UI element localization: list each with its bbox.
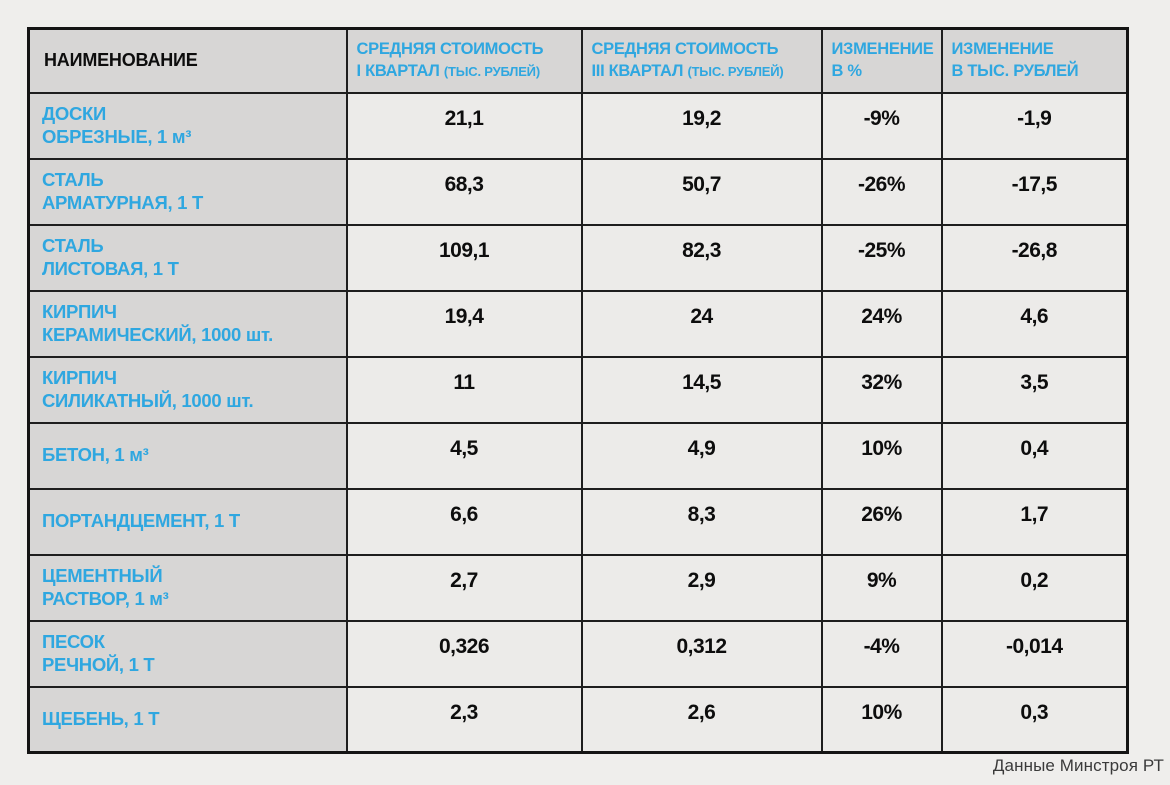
table-row: СТАЛЬ АРМАТУРНАЯ, 1 Т 68,3 50,7 -26% -17… <box>27 157 1129 226</box>
col-header-q1-unit: (ТЫС. РУБЛЕЙ) <box>443 63 540 79</box>
material-name-line1: ПЕСОК <box>42 631 105 653</box>
material-name-cell: СТАЛЬ ЛИСТОВАЯ, 1 Т <box>27 223 348 292</box>
change-pct-cell: 9% <box>820 553 943 622</box>
table-row: ЦЕМЕНТНЫЙ РАСТВОР, 1 м³ 2,7 2,9 9% 0,2 <box>27 553 1129 622</box>
change-pct-cell: -26% <box>820 157 943 226</box>
material-name-cell: ДОСКИ ОБРЕЗНЫЕ, 1 м³ <box>27 91 348 160</box>
material-name-cell: ЩЕБЕНЬ, 1 Т <box>27 685 348 754</box>
material-name-line1: КИРПИЧ <box>42 301 117 323</box>
q1-value-cell: 68,3 <box>345 157 583 226</box>
col-header-change-pct: ИЗМЕНЕНИЕ В % <box>820 27 943 94</box>
material-name-line2: РАСТВОР, 1 м³ <box>42 587 169 609</box>
col-header-name: НАИМЕНОВАНИЕ <box>27 27 348 94</box>
change-abs-cell: 0,3 <box>940 685 1129 754</box>
q3-value-cell: 82,3 <box>580 223 823 292</box>
col-header-q1-line1: СРЕДНЯЯ СТОИМОСТЬ <box>356 40 544 59</box>
material-name-line2: КЕРАМИЧЕСКИЙ, 1000 шт. <box>42 323 273 345</box>
q1-value-cell: 21,1 <box>345 91 583 160</box>
col-header-change-pct-line2: В % <box>831 61 863 80</box>
change-pct-cell: -4% <box>820 619 943 688</box>
change-abs-cell: -17,5 <box>940 157 1129 226</box>
change-abs-cell: 0,2 <box>940 553 1129 622</box>
q1-value-cell: 4,5 <box>345 421 583 490</box>
change-abs-cell: 3,5 <box>940 355 1129 424</box>
col-header-q3-line1: СРЕДНЯЯ СТОИМОСТЬ <box>591 40 779 59</box>
table-row: ДОСКИ ОБРЕЗНЫЕ, 1 м³ 21,1 19,2 -9% -1,9 <box>27 91 1129 160</box>
q1-value-cell: 6,6 <box>345 487 583 556</box>
change-abs-cell: 4,6 <box>940 289 1129 358</box>
q3-value-cell: 4,9 <box>580 421 823 490</box>
table-row: КИРПИЧ КЕРАМИЧЕСКИЙ, 1000 шт. 19,4 24 24… <box>27 289 1129 358</box>
col-header-q3: СРЕДНЯЯ СТОИМОСТЬ III КВАРТАЛ (ТЫС. РУБЛ… <box>580 27 823 94</box>
material-name-line1: СТАЛЬ <box>42 235 104 257</box>
change-abs-cell: 1,7 <box>940 487 1129 556</box>
header-row: НАИМЕНОВАНИЕ СРЕДНЯЯ СТОИМОСТЬ I КВАРТАЛ… <box>27 27 1129 94</box>
change-pct-cell: 10% <box>820 421 943 490</box>
material-name-line1: СТАЛЬ <box>42 169 104 191</box>
material-name-line2: АРМАТУРНАЯ, 1 Т <box>42 191 203 213</box>
table-header: НАИМЕНОВАНИЕ СРЕДНЯЯ СТОИМОСТЬ I КВАРТАЛ… <box>27 27 1129 94</box>
material-name-cell: ПОРТАНДЦЕМЕНТ, 1 Т <box>27 487 348 556</box>
change-abs-cell: -26,8 <box>940 223 1129 292</box>
col-header-q3-unit: (ТЫС. РУБЛЕЙ) <box>687 63 784 79</box>
material-name-cell: ПЕСОК РЕЧНОЙ, 1 Т <box>27 619 348 688</box>
change-pct-cell: 26% <box>820 487 943 556</box>
price-table: НАИМЕНОВАНИЕ СРЕДНЯЯ СТОИМОСТЬ I КВАРТАЛ… <box>27 27 1129 754</box>
table-body: ДОСКИ ОБРЕЗНЫЕ, 1 м³ 21,1 19,2 -9% -1,9 … <box>27 91 1129 754</box>
table-row: БЕТОН, 1 м³ 4,5 4,9 10% 0,4 <box>27 421 1129 490</box>
material-name-line1: БЕТОН, 1 м³ <box>42 444 149 466</box>
material-name-line1: ЦЕМЕНТНЫЙ <box>42 565 163 587</box>
material-name-line2: ОБРЕЗНЫЕ, 1 м³ <box>42 125 192 147</box>
material-name-line1: ЩЕБЕНЬ, 1 Т <box>42 708 160 730</box>
material-name-cell: ЦЕМЕНТНЫЙ РАСТВОР, 1 м³ <box>27 553 348 622</box>
material-name-cell: СТАЛЬ АРМАТУРНАЯ, 1 Т <box>27 157 348 226</box>
table-row: КИРПИЧ СИЛИКАТНЫЙ, 1000 шт. 11 14,5 32% … <box>27 355 1129 424</box>
q3-value-cell: 14,5 <box>580 355 823 424</box>
q3-value-cell: 19,2 <box>580 91 823 160</box>
change-abs-cell: -1,9 <box>940 91 1129 160</box>
price-table-wrapper: НАИМЕНОВАНИЕ СРЕДНЯЯ СТОИМОСТЬ I КВАРТАЛ… <box>27 27 1129 754</box>
change-pct-cell: 10% <box>820 685 943 754</box>
col-header-change-pct-line1: ИЗМЕНЕНИЕ <box>831 40 934 59</box>
q1-value-cell: 2,7 <box>345 553 583 622</box>
q3-value-cell: 0,312 <box>580 619 823 688</box>
change-pct-cell: -9% <box>820 91 943 160</box>
q1-value-cell: 0,326 <box>345 619 583 688</box>
q3-value-cell: 24 <box>580 289 823 358</box>
table-row: ПОРТАНДЦЕМЕНТ, 1 Т 6,6 8,3 26% 1,7 <box>27 487 1129 556</box>
change-pct-cell: -25% <box>820 223 943 292</box>
col-header-q3-line2: III КВАРТАЛ (ТЫС. РУБЛЕЙ) <box>591 61 784 80</box>
material-name-line2: РЕЧНОЙ, 1 Т <box>42 653 155 675</box>
change-abs-cell: 0,4 <box>940 421 1129 490</box>
table-row: ЩЕБЕНЬ, 1 Т 2,3 2,6 10% 0,3 <box>27 685 1129 754</box>
table-row: ПЕСОК РЕЧНОЙ, 1 Т 0,326 0,312 -4% -0,014 <box>27 619 1129 688</box>
col-header-q1: СРЕДНЯЯ СТОИМОСТЬ I КВАРТАЛ (ТЫС. РУБЛЕЙ… <box>345 27 583 94</box>
material-name-line2: СИЛИКАТНЫЙ, 1000 шт. <box>42 389 254 411</box>
col-header-q1-line2: I КВАРТАЛ (ТЫС. РУБЛЕЙ) <box>356 61 541 80</box>
col-header-change-abs-line2: В ТЫС. РУБЛЕЙ <box>951 61 1079 80</box>
change-pct-cell: 24% <box>820 289 943 358</box>
q3-value-cell: 50,7 <box>580 157 823 226</box>
table-row: СТАЛЬ ЛИСТОВАЯ, 1 Т 109,1 82,3 -25% -26,… <box>27 223 1129 292</box>
material-name-line1: ДОСКИ <box>42 103 107 125</box>
material-name-cell: БЕТОН, 1 м³ <box>27 421 348 490</box>
q3-value-cell: 8,3 <box>580 487 823 556</box>
change-pct-cell: 32% <box>820 355 943 424</box>
material-name-line1: КИРПИЧ <box>42 367 117 389</box>
material-name-cell: КИРПИЧ КЕРАМИЧЕСКИЙ, 1000 шт. <box>27 289 348 358</box>
q1-value-cell: 19,4 <box>345 289 583 358</box>
material-name-cell: КИРПИЧ СИЛИКАТНЫЙ, 1000 шт. <box>27 355 348 424</box>
q1-value-cell: 11 <box>345 355 583 424</box>
material-name-line2: ЛИСТОВАЯ, 1 Т <box>42 257 179 279</box>
q1-value-cell: 2,3 <box>345 685 583 754</box>
q1-value-cell: 109,1 <box>345 223 583 292</box>
change-abs-cell: -0,014 <box>940 619 1129 688</box>
col-header-change-abs: ИЗМЕНЕНИЕ В ТЫС. РУБЛЕЙ <box>940 27 1129 94</box>
q3-value-cell: 2,9 <box>580 553 823 622</box>
data-source-caption: Данные Минстроя РТ <box>992 756 1164 775</box>
material-name-line1: ПОРТАНДЦЕМЕНТ, 1 Т <box>42 510 240 532</box>
q3-value-cell: 2,6 <box>580 685 823 754</box>
col-header-change-abs-line1: ИЗМЕНЕНИЕ <box>951 40 1054 59</box>
